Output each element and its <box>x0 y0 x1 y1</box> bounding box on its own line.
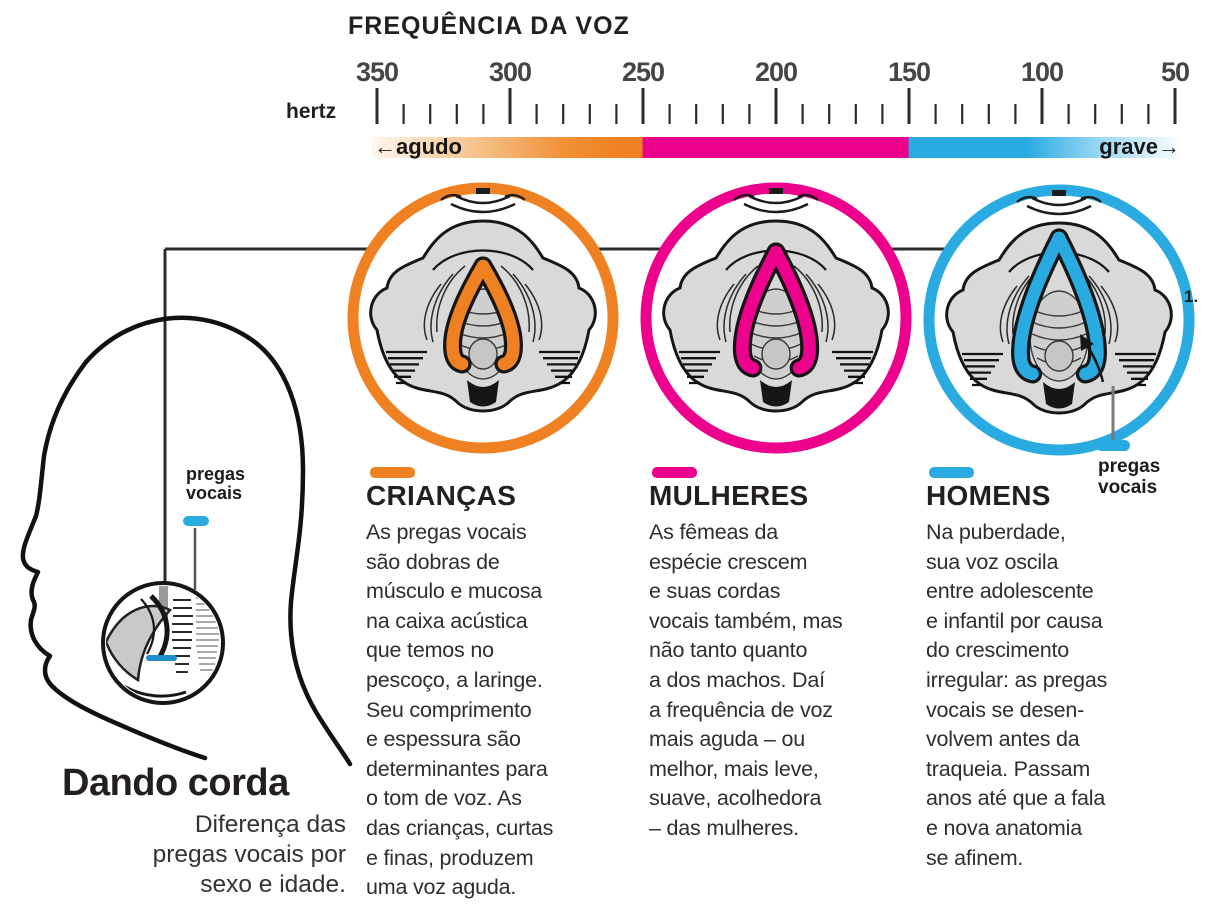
left-vocal-folds-marker <box>183 516 209 526</box>
larynx-circles <box>347 182 1195 456</box>
criancas-description: As pregas vocais são dobras de músculo e… <box>366 520 554 900</box>
frequency-ruler-ticks <box>375 88 1177 124</box>
criancas-heading: CRIANÇAS <box>366 480 517 511</box>
scale-tick-label: 250 <box>621 57 665 87</box>
right-vocal-folds-callout-label: pregas vocais <box>1098 456 1161 498</box>
larynx-circle-mulheres <box>640 182 912 454</box>
larynx-circle-criancas <box>347 182 619 454</box>
vocal-folds-highlight <box>146 655 177 661</box>
page-title: FREQUÊNCIA DA VOZ <box>348 12 630 40</box>
face-profile-outline <box>20 359 208 761</box>
section-subtitle: Diferença das pregas vocais por sexo e i… <box>152 811 346 898</box>
magnifier-anatomy <box>106 586 220 698</box>
hertz-unit-label: hertz <box>286 100 337 123</box>
grave-label: grave→ <box>1099 134 1180 159</box>
criancas-color-chip <box>370 467 415 478</box>
head-silhouette <box>20 315 353 767</box>
section-title: Dando corda <box>62 762 289 804</box>
head-back-outline <box>83 315 353 767</box>
scale-tick-label: 350 <box>355 57 399 87</box>
frequency-gradient-bar <box>372 137 1180 158</box>
mulheres-description: As fêmeas da espécie crescem e suas cord… <box>649 520 843 840</box>
homens-color-chip <box>929 467 974 478</box>
callout-markers <box>183 386 1130 590</box>
scale-tick-label: 50 <box>1160 57 1190 87</box>
scale-tick-label: 300 <box>488 57 532 87</box>
homens-description: Na puberdade, sua voz oscila entre adole… <box>926 520 1108 870</box>
scale-tick-label: 200 <box>754 57 798 87</box>
footnote-number: 1. <box>1184 287 1199 306</box>
homens-heading: HOMENS <box>926 480 1051 511</box>
mulheres-heading: MULHERES <box>649 480 809 511</box>
left-vocal-folds-callout-label: pregas vocais <box>186 464 246 503</box>
scale-tick-label: 100 <box>1020 57 1064 87</box>
right-vocal-folds-marker <box>1096 440 1130 451</box>
agudo-label: ←agudo <box>374 134 462 159</box>
scale-tick-label: 150 <box>887 57 931 87</box>
mulheres-color-chip <box>652 467 697 478</box>
larynx-circle-homens <box>923 184 1195 456</box>
neck-magnifier-circle <box>101 581 225 705</box>
